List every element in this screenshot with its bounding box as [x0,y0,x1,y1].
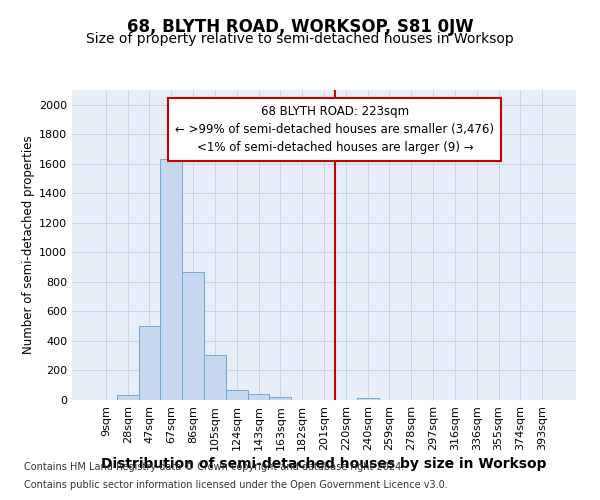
Text: Contains public sector information licensed under the Open Government Licence v3: Contains public sector information licen… [24,480,448,490]
Bar [357,398,379,400]
Text: 68 BLYTH ROAD: 223sqm
← >99% of semi-detached houses are smaller (3,476)
<1% of : 68 BLYTH ROAD: 223sqm ← >99% of semi-det… [175,105,494,154]
Bar [117,395,139,400]
Bar [139,326,160,400]
Bar [204,355,226,400]
X-axis label: Distribution of semi-detached houses by size in Worksop: Distribution of semi-detached houses by … [101,457,547,471]
Text: Size of property relative to semi-detached houses in Worksop: Size of property relative to semi-detach… [86,32,514,46]
Bar [226,390,248,400]
Bar [269,397,291,400]
Bar [182,272,204,400]
Text: 68, BLYTH ROAD, WORKSOP, S81 0JW: 68, BLYTH ROAD, WORKSOP, S81 0JW [127,18,473,36]
Bar [248,394,269,400]
Bar [160,158,182,400]
Text: Contains HM Land Registry data © Crown copyright and database right 2024.: Contains HM Land Registry data © Crown c… [24,462,404,472]
Y-axis label: Number of semi-detached properties: Number of semi-detached properties [22,136,35,354]
